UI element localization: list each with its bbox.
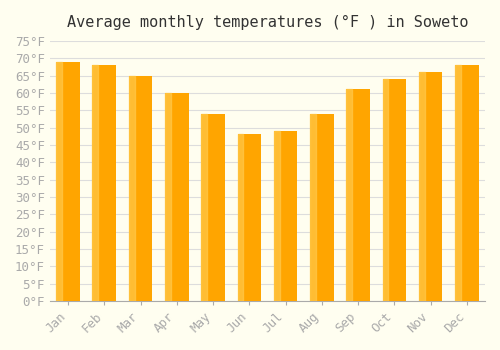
Bar: [202, 114, 225, 301]
Bar: [346, 90, 352, 301]
Bar: [238, 134, 244, 301]
Bar: [274, 131, 297, 301]
Bar: [92, 65, 98, 301]
Bar: [128, 76, 134, 301]
Bar: [346, 90, 370, 301]
Bar: [165, 93, 188, 301]
Bar: [238, 134, 261, 301]
Bar: [310, 114, 316, 301]
Bar: [56, 62, 62, 301]
Bar: [419, 72, 424, 301]
Bar: [310, 114, 334, 301]
Bar: [202, 114, 207, 301]
Bar: [92, 65, 116, 301]
Bar: [56, 62, 80, 301]
Bar: [455, 65, 478, 301]
Bar: [455, 65, 461, 301]
Bar: [419, 72, 442, 301]
Bar: [382, 79, 406, 301]
Bar: [128, 76, 152, 301]
Bar: [274, 131, 280, 301]
Bar: [382, 79, 388, 301]
Bar: [165, 93, 171, 301]
Title: Average monthly temperatures (°F ) in Soweto: Average monthly temperatures (°F ) in So…: [66, 15, 468, 30]
